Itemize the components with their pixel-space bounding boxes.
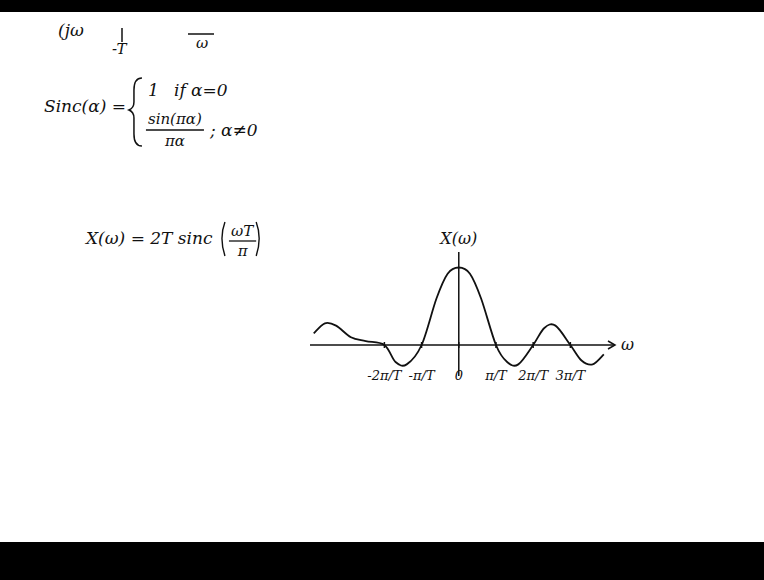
x-tick-label: π/T bbox=[484, 368, 508, 383]
fraction-numerator: ωT bbox=[231, 222, 254, 240]
x-tick bbox=[421, 342, 423, 348]
case-condition: if α=0 bbox=[174, 80, 228, 100]
fragment-text: (jω bbox=[58, 20, 84, 40]
x-tick bbox=[495, 342, 497, 348]
x-tick-label: 3π/T bbox=[555, 368, 586, 383]
fragment-bar bbox=[121, 28, 123, 42]
paren bbox=[222, 222, 225, 256]
fraction-line bbox=[146, 129, 204, 130]
plot-area bbox=[314, 268, 604, 366]
x-tick-label: 2π/T bbox=[517, 368, 549, 383]
axis-arrow bbox=[608, 341, 615, 349]
fragment-text: ω bbox=[196, 34, 208, 52]
x-tick bbox=[532, 342, 534, 348]
curve bbox=[314, 268, 604, 366]
case-value: 1 bbox=[148, 80, 159, 100]
bottom-bar bbox=[0, 542, 764, 580]
paren bbox=[256, 222, 259, 256]
x-tick-label: -π/T bbox=[409, 368, 436, 383]
x-tick bbox=[570, 342, 572, 348]
fragment-line bbox=[188, 33, 214, 35]
fraction-denominator: π bbox=[237, 242, 249, 260]
fraction-numerator: sin(πα) bbox=[148, 110, 202, 128]
y-axis bbox=[458, 252, 460, 376]
equation-lhs: X(ω) = 2T sinc bbox=[84, 228, 213, 248]
y-axis-title: X(ω) bbox=[438, 229, 477, 248]
x-tick-label: 0 bbox=[455, 368, 463, 383]
fraction-denominator: πα bbox=[164, 132, 185, 150]
x-tick-label: -2π/T bbox=[367, 368, 403, 383]
x-tick bbox=[384, 342, 386, 348]
fragment-text: -T bbox=[112, 40, 128, 58]
page: (jω -T ω Sinc(α) = 1 if α=0 sin(πα) πα ; α≠0 X(ω)… bbox=[0, 0, 764, 580]
x-tick bbox=[458, 342, 460, 348]
brace bbox=[129, 78, 142, 146]
top-bar bbox=[0, 0, 764, 12]
definition-lhs: Sinc(α) = bbox=[44, 96, 126, 116]
x-axis-title: ω bbox=[621, 335, 634, 354]
case-condition: ; α≠0 bbox=[209, 120, 258, 140]
